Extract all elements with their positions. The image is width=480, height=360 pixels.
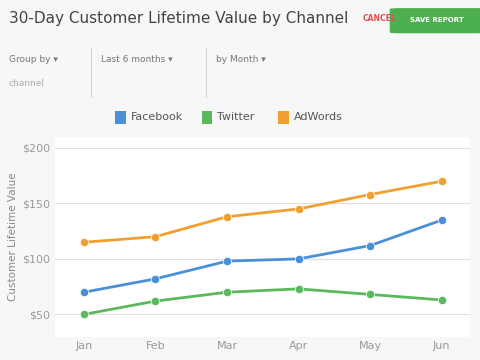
Text: by Month ▾: by Month ▾ xyxy=(216,55,266,64)
Text: Twitter: Twitter xyxy=(217,112,255,122)
FancyBboxPatch shape xyxy=(115,111,126,124)
FancyBboxPatch shape xyxy=(390,8,480,33)
Text: SAVE REPORT: SAVE REPORT xyxy=(410,17,464,23)
Text: Facebook: Facebook xyxy=(131,112,183,122)
Text: Group by ▾: Group by ▾ xyxy=(9,55,58,64)
Text: AdWords: AdWords xyxy=(294,112,343,122)
Text: Last 6 months ▾: Last 6 months ▾ xyxy=(101,55,172,64)
FancyBboxPatch shape xyxy=(202,111,212,124)
Text: 30-Day Customer Lifetime Value by Channel: 30-Day Customer Lifetime Value by Channe… xyxy=(9,12,348,26)
Text: CANCEL: CANCEL xyxy=(362,14,396,23)
FancyBboxPatch shape xyxy=(278,111,289,124)
Y-axis label: Customer Lifetime Value: Customer Lifetime Value xyxy=(8,172,18,301)
Text: channel: channel xyxy=(9,79,45,88)
